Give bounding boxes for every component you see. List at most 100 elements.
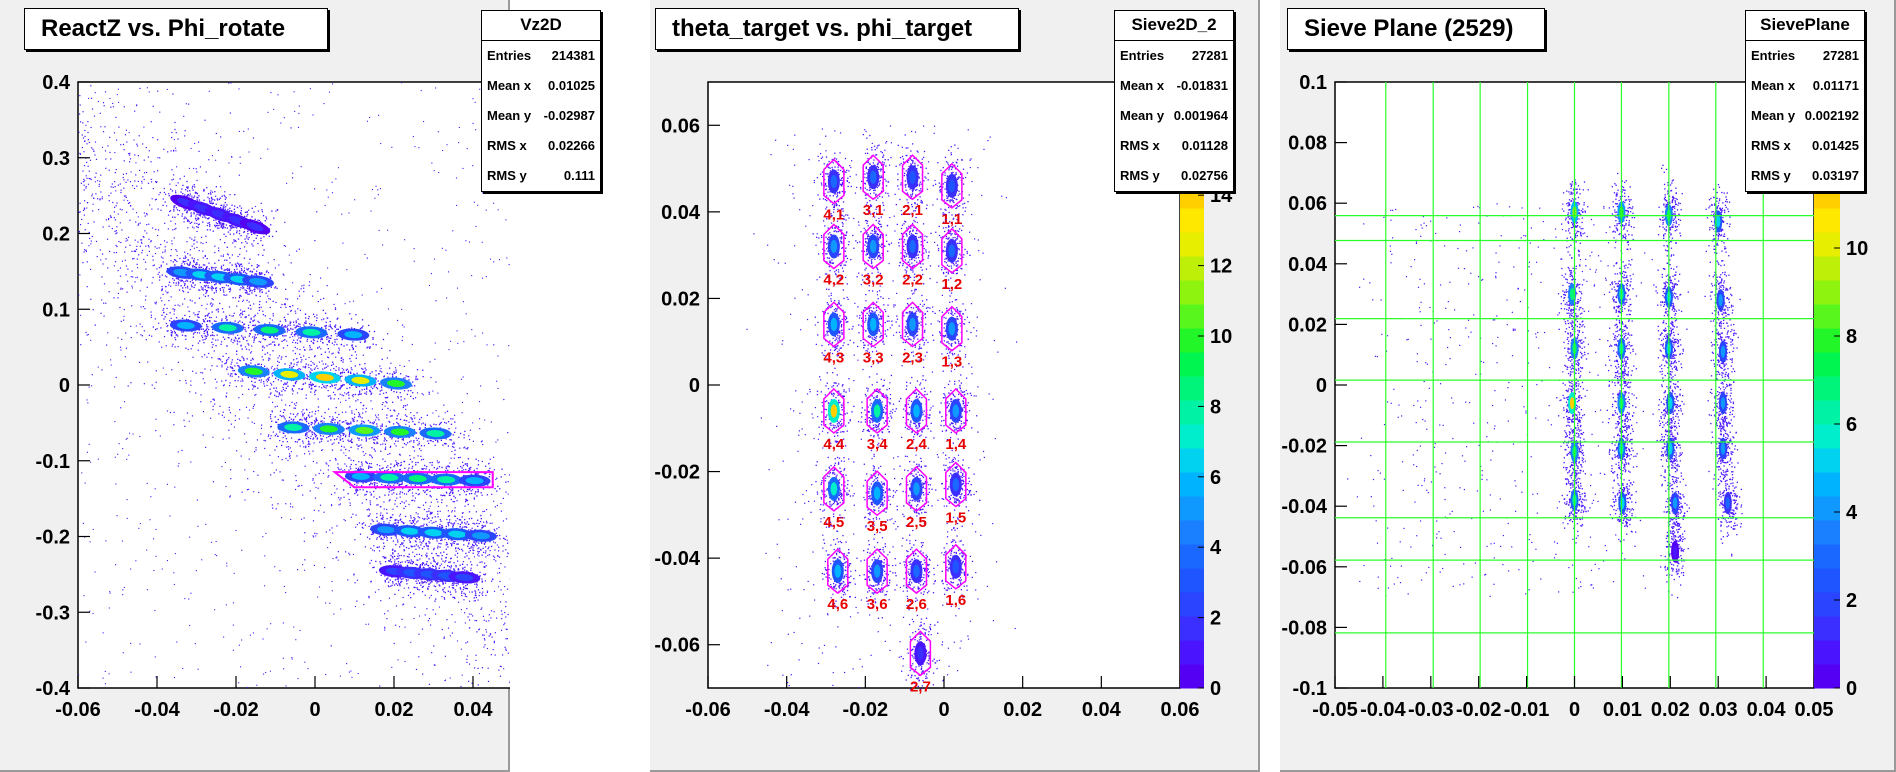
cut-contour — [945, 387, 967, 434]
density-core — [465, 477, 484, 485]
stats-row: Entries 27281 — [1746, 41, 1864, 71]
stats-row: RMS y 0.111 — [482, 161, 600, 191]
stats-row: Mean x 0.01171 — [1746, 71, 1864, 101]
color-palette: 0 2 4 6 8 10 — [1814, 160, 1868, 700]
hole-label: 4,6 — [827, 596, 848, 613]
y-axis: 0.06 0.04 0.02 0 -0.02 -0.04 -0.06 — [654, 115, 720, 657]
density-core — [1672, 497, 1678, 510]
density-core — [315, 373, 334, 381]
hole-label: 2,6 — [906, 596, 927, 613]
y-tick-label: 0.02 — [661, 288, 700, 310]
palette-cell — [1814, 520, 1840, 545]
density-core — [948, 322, 956, 336]
stats-value: 0.01171 — [1812, 78, 1859, 93]
density-core — [176, 322, 195, 330]
cut-contour — [945, 543, 967, 590]
stats-label: RMS x — [1751, 138, 1791, 153]
y-tick-label: -0.3 — [36, 602, 70, 624]
density-core — [424, 529, 443, 537]
hole-label: 2,2 — [902, 271, 923, 288]
sieve-hole: 3,1 — [860, 133, 892, 219]
palette-cell — [1180, 640, 1204, 665]
sieve-hole — [1708, 407, 1739, 501]
sieve-hole: 2,7 — [900, 614, 945, 695]
y-tick-label: -0.2 — [36, 527, 70, 549]
hole-label: 3,6 — [867, 596, 888, 613]
cut-contour — [941, 227, 963, 274]
stats-value: 0.01128 — [1181, 138, 1228, 153]
palette-label: 8 — [1210, 396, 1221, 418]
y-tick-label: 0.1 — [1299, 72, 1327, 94]
density-core — [408, 475, 427, 483]
y-tick-label: 0.06 — [661, 115, 700, 137]
hole-label: 3,4 — [867, 436, 889, 453]
density-core — [1569, 397, 1575, 410]
density-core — [426, 429, 445, 437]
stats-value: 0.01425 — [1812, 138, 1859, 153]
stats-label: RMS y — [487, 168, 527, 183]
palette-cell — [1180, 352, 1204, 377]
y-tick-label: 0.2 — [42, 224, 70, 246]
palette-label: 10 — [1846, 238, 1868, 260]
sieve-hole: 1,1 — [932, 144, 971, 239]
cut-contour — [941, 305, 963, 352]
density-core — [830, 174, 838, 189]
cut-contour — [866, 548, 888, 595]
stats-row: RMS x 0.01425 — [1746, 131, 1864, 161]
y-tick-label: -0.1 — [36, 451, 70, 473]
cut-contour — [909, 630, 932, 677]
chart-title: theta_target vs. phi_target — [655, 8, 1019, 50]
sieve-hole — [1707, 361, 1737, 441]
plot-area: 4,1 3,1 2,1 1,1 4,2 3,2 2,2 1,2 4,3 3,3 2,3 1,3 4,4 3… — [654, 81, 1233, 721]
stats-value: 0.111 — [563, 168, 595, 183]
sieve-hole: 4,5 — [810, 456, 855, 531]
data-band — [152, 298, 385, 359]
cut-contour — [866, 470, 888, 517]
density-core — [830, 404, 838, 418]
palette-cell — [1180, 496, 1204, 521]
x-tick-label: -0.05 — [1312, 699, 1358, 721]
density-core — [1720, 442, 1726, 455]
density-core — [249, 277, 268, 286]
sieve-hole: 2,4 — [895, 375, 935, 453]
sieve-hole: 1,5 — [941, 430, 981, 531]
density-core — [1725, 497, 1730, 510]
density-core — [244, 367, 263, 375]
density-core — [218, 324, 237, 332]
stats-value: 0.03197 — [1812, 168, 1859, 183]
x-tick-label: -0.01 — [1504, 699, 1550, 721]
density-core — [869, 170, 877, 184]
hole-label: 3,3 — [863, 349, 884, 366]
sieve-hole: 4,2 — [812, 203, 861, 291]
hole-label: 2,5 — [906, 514, 927, 531]
stats-label: Entries — [487, 48, 532, 63]
palette-cell — [1814, 496, 1840, 521]
density-core — [913, 564, 920, 578]
stats-label: Mean y — [1120, 108, 1165, 123]
palette-cell — [1814, 280, 1840, 305]
hole-label: 2,4 — [906, 436, 928, 453]
palette-cell — [1180, 376, 1204, 401]
x-tick-label: 0.06 — [1161, 699, 1200, 721]
palette-label: 4 — [1846, 502, 1858, 524]
sieve-hole: 2,1 — [894, 134, 929, 229]
stats-label: Entries — [1120, 48, 1165, 63]
y-tick-label: -0.06 — [654, 635, 700, 657]
stats-label: Mean y — [1751, 108, 1796, 123]
hole-label: 1,2 — [941, 276, 962, 293]
palette-cell — [1180, 664, 1204, 689]
chart-title: ReactZ vs. Phi_rotate — [24, 8, 328, 50]
palette-cell — [1180, 304, 1204, 329]
y-tick-label: -0.4 — [36, 678, 71, 700]
palette-cell — [1180, 544, 1204, 569]
x-tick-label: 0.03 — [1699, 699, 1738, 721]
cut-contour — [901, 223, 924, 270]
palette-cell — [1180, 520, 1204, 545]
stats-value: 0.002192 — [1804, 108, 1859, 123]
palette-cell — [1180, 616, 1204, 641]
cut-contour — [823, 301, 845, 348]
x-tick-label: 0.01 — [1603, 699, 1642, 721]
sieve-hole: 4,4 — [816, 372, 855, 453]
